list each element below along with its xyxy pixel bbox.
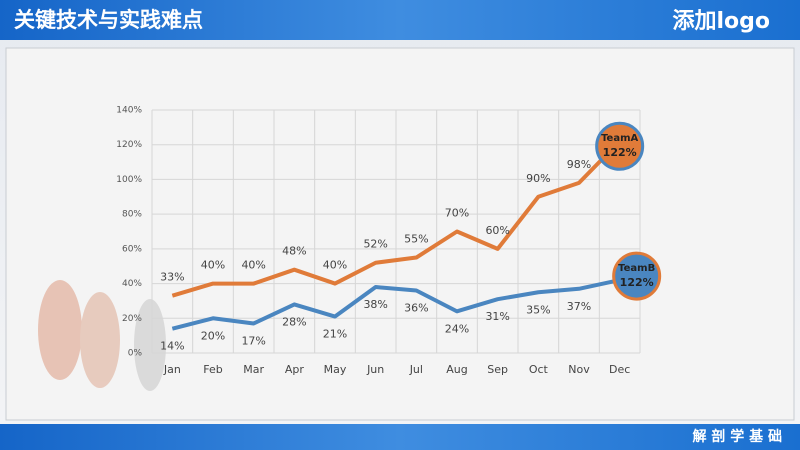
y-tick-label: 100% — [116, 175, 142, 185]
data-label: 40% — [323, 259, 347, 272]
data-label: 90% — [526, 172, 550, 185]
data-label: 35% — [526, 303, 550, 316]
footer-text: 解 剖 学 基 础 — [693, 428, 783, 445]
callout-title: TeamB — [618, 263, 655, 274]
x-tick-label: Aug — [446, 363, 467, 376]
data-label: 55% — [404, 233, 428, 246]
data-label: 60% — [485, 224, 509, 237]
data-label: 20% — [201, 329, 225, 342]
callout-title: TeamA — [601, 133, 638, 144]
figure-decoration — [38, 280, 166, 391]
y-tick-label: 20% — [122, 314, 142, 324]
logo: 添加logo — [672, 9, 770, 34]
series-line — [171, 278, 621, 331]
y-tick-label: 140% — [116, 106, 142, 116]
callout-bubble — [595, 121, 645, 171]
x-tick-label: Jul — [409, 363, 423, 376]
y-tick-label: 60% — [122, 244, 142, 254]
data-label: 14% — [160, 340, 184, 353]
series-line — [171, 139, 622, 298]
data-label: 31% — [485, 310, 509, 323]
x-tick-label: Dec — [609, 363, 630, 376]
x-tick-label: Sep — [487, 363, 508, 376]
footer-bar — [0, 424, 800, 450]
data-label: 36% — [404, 302, 428, 315]
header-bar — [0, 0, 800, 40]
y-tick-label: 40% — [122, 279, 142, 289]
y-tick-label: 120% — [116, 140, 142, 150]
data-label: 28% — [282, 315, 306, 328]
x-tick-label: Oct — [529, 363, 549, 376]
y-tick-label: 80% — [122, 210, 142, 220]
callout-bubble — [612, 251, 662, 301]
data-label: 40% — [201, 259, 225, 272]
data-label: 70% — [445, 207, 469, 220]
data-label: 24% — [445, 322, 469, 335]
x-tick-label: Nov — [568, 363, 590, 376]
data-label: 40% — [241, 259, 265, 272]
x-tick-label: Feb — [203, 363, 222, 376]
x-tick-label: May — [324, 363, 347, 376]
x-tick-label: Apr — [285, 363, 305, 376]
data-label: 21% — [323, 328, 347, 341]
callout-label: 122% — [603, 146, 637, 159]
x-tick-label: Jun — [366, 363, 384, 376]
data-label: 52% — [363, 238, 387, 251]
data-label: 17% — [241, 334, 265, 347]
data-label: 48% — [282, 245, 306, 258]
callout-label: 122% — [620, 276, 654, 289]
x-tick-label: Jan — [163, 363, 181, 376]
data-label: 37% — [567, 300, 591, 313]
y-tick-label: 0% — [128, 349, 143, 359]
data-label: 98% — [567, 158, 591, 171]
data-label: 38% — [363, 298, 387, 311]
data-label: 33% — [160, 271, 184, 284]
slide-title: 关键技术与实践难点 — [14, 8, 203, 32]
x-tick-label: Mar — [243, 363, 264, 376]
chart-panel — [5, 47, 795, 421]
